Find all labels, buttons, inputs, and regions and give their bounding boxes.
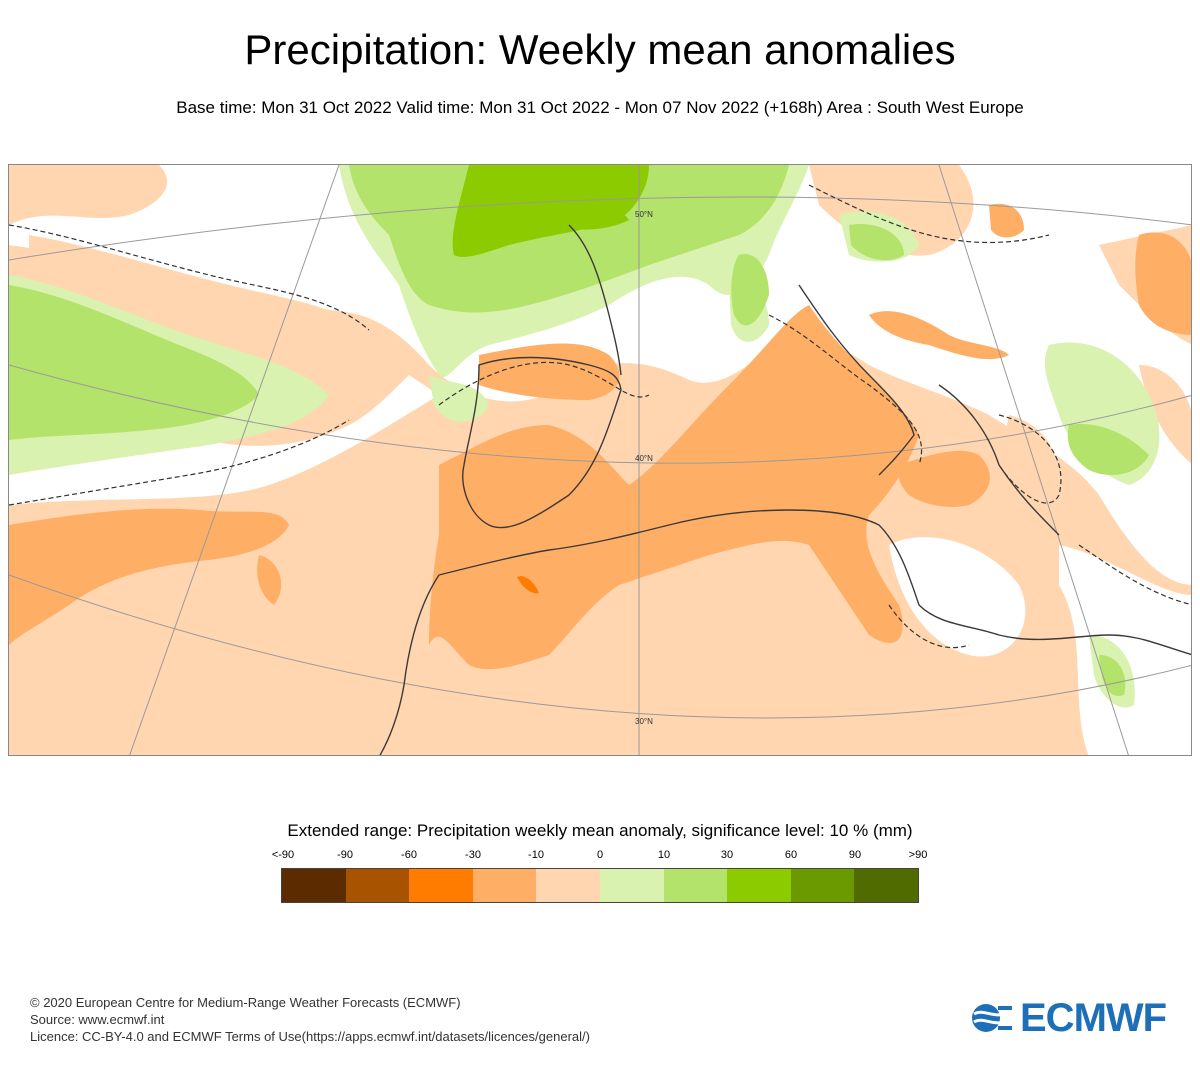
legend-swatch	[599, 869, 664, 902]
source-text: Source: www.ecmwf.int	[30, 1012, 165, 1027]
legend-swatch	[663, 869, 728, 902]
gridlabel-50: 50°N	[635, 210, 653, 219]
footer: © 2020 European Centre for Medium-Range …	[30, 994, 590, 1045]
legend-tick: 90	[848, 849, 862, 861]
legend-swatch	[409, 869, 473, 902]
legend-ticks: <-90 -90 -60 -30 -10 0 10 30 60 90 >90	[0, 849, 1200, 865]
legend-swatch	[727, 869, 791, 902]
ecmwf-logo-text: ECMWF	[1020, 995, 1167, 1040]
legend-colorbar	[281, 868, 919, 903]
legend-tick: >90	[908, 849, 928, 861]
legend-tick: 0	[596, 849, 604, 861]
page-subtitle: Base time: Mon 31 Oct 2022 Valid time: M…	[176, 98, 1024, 117]
legend-title: Extended range: Precipitation weekly mea…	[287, 821, 913, 840]
legend-swatch	[854, 869, 918, 902]
legend-tick: 60	[784, 849, 798, 861]
legend-swatch	[282, 869, 346, 902]
legend-swatch	[345, 869, 410, 902]
licence-text: Licence: CC-BY-4.0 and ECMWF Terms of Us…	[30, 1029, 590, 1044]
legend-swatch	[472, 869, 537, 902]
legend-swatch	[536, 869, 600, 902]
legend-tick: -10	[528, 849, 544, 861]
anomaly-map: 50°N 40°N 30°N	[8, 164, 1192, 756]
legend-tick: -60	[401, 849, 417, 861]
ecmwf-logo-icon	[972, 1004, 1012, 1032]
legend-swatch	[790, 869, 855, 902]
page-title: Precipitation: Weekly mean anomalies	[244, 26, 956, 73]
gridlabel-40: 40°N	[635, 454, 653, 463]
legend-tick: -90	[337, 849, 353, 861]
gridlabel-30: 30°N	[635, 717, 653, 726]
copyright-text: © 2020 European Centre for Medium-Range …	[30, 995, 461, 1010]
ecmwf-logo: ECMWF	[970, 996, 1175, 1040]
legend-tick: -30	[465, 849, 481, 861]
legend-tick: 30	[720, 849, 734, 861]
legend-tick: <-90	[271, 849, 295, 861]
legend-tick: 10	[657, 849, 671, 861]
